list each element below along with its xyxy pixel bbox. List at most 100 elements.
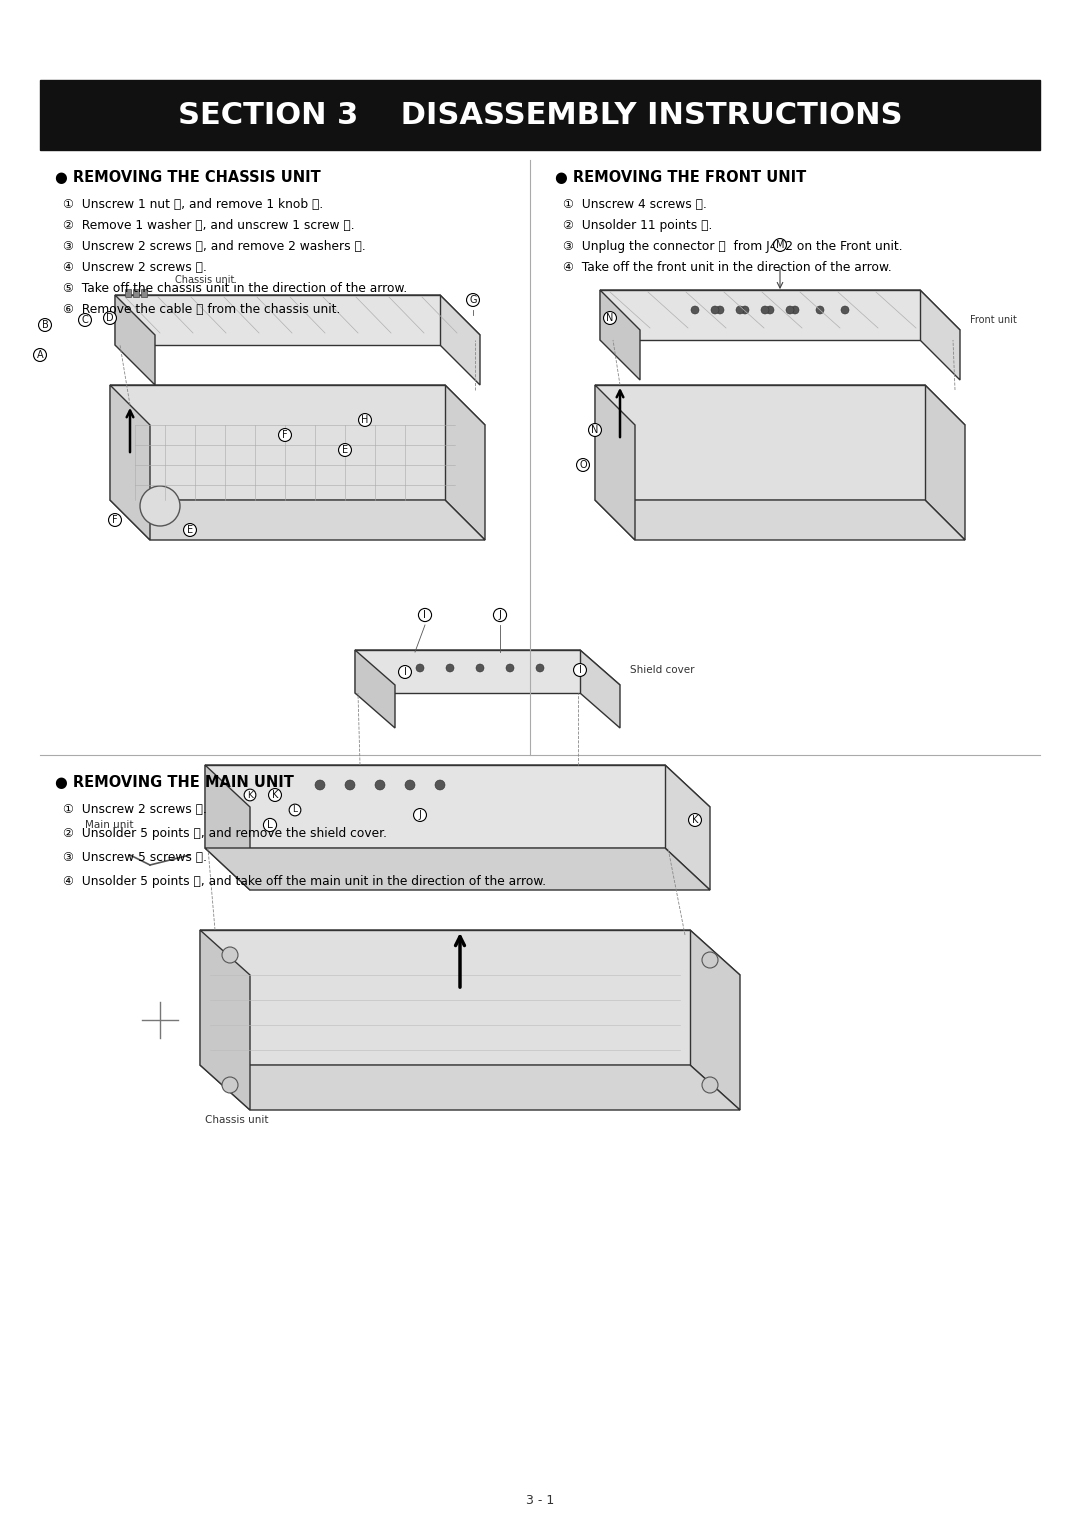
- Polygon shape: [445, 385, 485, 540]
- Text: ● REMOVING THE FRONT UNIT: ● REMOVING THE FRONT UNIT: [555, 169, 807, 185]
- Text: B: B: [42, 320, 49, 330]
- Text: 3 - 1: 3 - 1: [526, 1494, 554, 1506]
- Circle shape: [741, 307, 750, 314]
- Text: ⑤  Take off the chassis unit in the direction of the arrow.: ⑤ Take off the chassis unit in the direc…: [63, 282, 407, 295]
- Circle shape: [222, 948, 238, 963]
- Text: J: J: [499, 610, 501, 620]
- Text: E: E: [187, 525, 193, 536]
- Text: A: A: [37, 349, 43, 360]
- Polygon shape: [114, 295, 440, 345]
- Circle shape: [716, 307, 724, 314]
- Text: ①  Unscrew 2 screws ⓜ.: ① Unscrew 2 screws ⓜ.: [63, 803, 207, 816]
- Polygon shape: [200, 929, 740, 975]
- Circle shape: [766, 307, 774, 314]
- Text: ①  Unscrew 1 nut Ⓐ, and remove 1 knob Ⓑ.: ① Unscrew 1 nut Ⓐ, and remove 1 knob Ⓑ.: [63, 198, 323, 211]
- Text: SECTION 3    DISASSEMBLY INSTRUCTIONS: SECTION 3 DISASSEMBLY INSTRUCTIONS: [178, 101, 902, 130]
- Text: Main unit: Main unit: [85, 819, 134, 830]
- Polygon shape: [595, 385, 966, 426]
- Polygon shape: [205, 765, 710, 807]
- Circle shape: [702, 1077, 718, 1093]
- Text: ②  Unsolder 5 points ⓝ, and remove the shield cover.: ② Unsolder 5 points ⓝ, and remove the sh…: [63, 827, 387, 839]
- Text: M: M: [775, 240, 784, 250]
- Circle shape: [345, 780, 355, 790]
- Text: K: K: [272, 790, 279, 800]
- Circle shape: [702, 952, 718, 967]
- Polygon shape: [595, 385, 635, 540]
- Circle shape: [476, 664, 484, 671]
- Text: K: K: [247, 790, 253, 800]
- Text: O: O: [579, 459, 586, 470]
- Polygon shape: [595, 385, 924, 501]
- Bar: [40, 79, 1040, 150]
- Circle shape: [786, 307, 794, 314]
- Text: Shield cover: Shield cover: [630, 665, 694, 674]
- Text: G: G: [469, 295, 476, 305]
- Text: C: C: [82, 314, 89, 325]
- Text: K: K: [692, 815, 698, 826]
- Polygon shape: [665, 765, 710, 890]
- Circle shape: [33, 349, 46, 362]
- Polygon shape: [600, 290, 960, 330]
- Text: J: J: [419, 810, 421, 819]
- Text: ● REMOVING THE MAIN UNIT: ● REMOVING THE MAIN UNIT: [55, 775, 294, 790]
- Bar: [141, 288, 147, 298]
- Text: L: L: [293, 806, 297, 815]
- Text: ②  Unsolder 11 points ⓝ.: ② Unsolder 11 points ⓝ.: [563, 220, 713, 232]
- Text: ③  Unscrew 2 screws Ⓔ, and remove 2 washers Ⓕ.: ③ Unscrew 2 screws Ⓔ, and remove 2 washe…: [63, 240, 366, 253]
- Polygon shape: [580, 650, 620, 728]
- Polygon shape: [355, 650, 395, 728]
- Circle shape: [416, 664, 424, 671]
- Text: H: H: [362, 415, 368, 426]
- Text: D: D: [106, 313, 113, 324]
- Polygon shape: [110, 385, 150, 540]
- Text: I: I: [404, 667, 406, 678]
- Circle shape: [446, 664, 454, 671]
- Circle shape: [222, 1077, 238, 1093]
- Text: F: F: [112, 514, 118, 525]
- Circle shape: [791, 307, 799, 314]
- Polygon shape: [690, 929, 740, 1109]
- Text: ④  Take off the front unit in the direction of the arrow.: ④ Take off the front unit in the directi…: [563, 261, 892, 275]
- Text: I: I: [423, 610, 427, 620]
- Text: Chassis unit: Chassis unit: [175, 275, 234, 285]
- Polygon shape: [205, 765, 665, 848]
- Text: ③  Unplug the connector ⓞ  from J402 on the Front unit.: ③ Unplug the connector ⓞ from J402 on th…: [563, 240, 903, 253]
- Polygon shape: [355, 650, 620, 685]
- Polygon shape: [114, 295, 156, 385]
- Circle shape: [761, 307, 769, 314]
- Text: L: L: [267, 819, 273, 830]
- Circle shape: [711, 307, 719, 314]
- Polygon shape: [200, 1065, 740, 1109]
- Circle shape: [507, 664, 514, 671]
- Circle shape: [536, 664, 544, 671]
- Polygon shape: [595, 501, 966, 540]
- Text: N: N: [592, 426, 598, 435]
- Circle shape: [140, 485, 180, 526]
- Circle shape: [691, 307, 699, 314]
- Polygon shape: [205, 848, 710, 890]
- Text: ④  Unsolder 5 points ⓟ, and take off the main unit in the direction of the arrow: ④ Unsolder 5 points ⓟ, and take off the …: [63, 874, 546, 888]
- Polygon shape: [200, 929, 249, 1109]
- Text: N: N: [606, 313, 613, 324]
- Text: ②  Remove 1 washer Ⓒ, and unscrew 1 screw Ⓓ.: ② Remove 1 washer Ⓒ, and unscrew 1 screw…: [63, 220, 354, 232]
- Circle shape: [735, 307, 744, 314]
- Text: ③  Unscrew 5 screws ⓞ.: ③ Unscrew 5 screws ⓞ.: [63, 852, 207, 864]
- Polygon shape: [600, 290, 640, 380]
- Polygon shape: [600, 290, 920, 340]
- Polygon shape: [110, 385, 485, 426]
- Polygon shape: [110, 385, 445, 501]
- Polygon shape: [355, 650, 580, 693]
- Polygon shape: [440, 295, 480, 385]
- Circle shape: [405, 780, 415, 790]
- Polygon shape: [200, 929, 690, 1065]
- Text: Chassis unit: Chassis unit: [205, 1116, 269, 1125]
- Polygon shape: [924, 385, 966, 540]
- Circle shape: [841, 307, 849, 314]
- Circle shape: [816, 307, 824, 314]
- Bar: [133, 288, 139, 298]
- Text: ①  Unscrew 4 screws ⓜ.: ① Unscrew 4 screws ⓜ.: [563, 198, 707, 211]
- Polygon shape: [920, 290, 960, 380]
- Text: ● REMOVING THE CHASSIS UNIT: ● REMOVING THE CHASSIS UNIT: [55, 169, 321, 185]
- Circle shape: [435, 780, 445, 790]
- Text: ④  Unscrew 2 screws Ⓖ.: ④ Unscrew 2 screws Ⓖ.: [63, 261, 207, 275]
